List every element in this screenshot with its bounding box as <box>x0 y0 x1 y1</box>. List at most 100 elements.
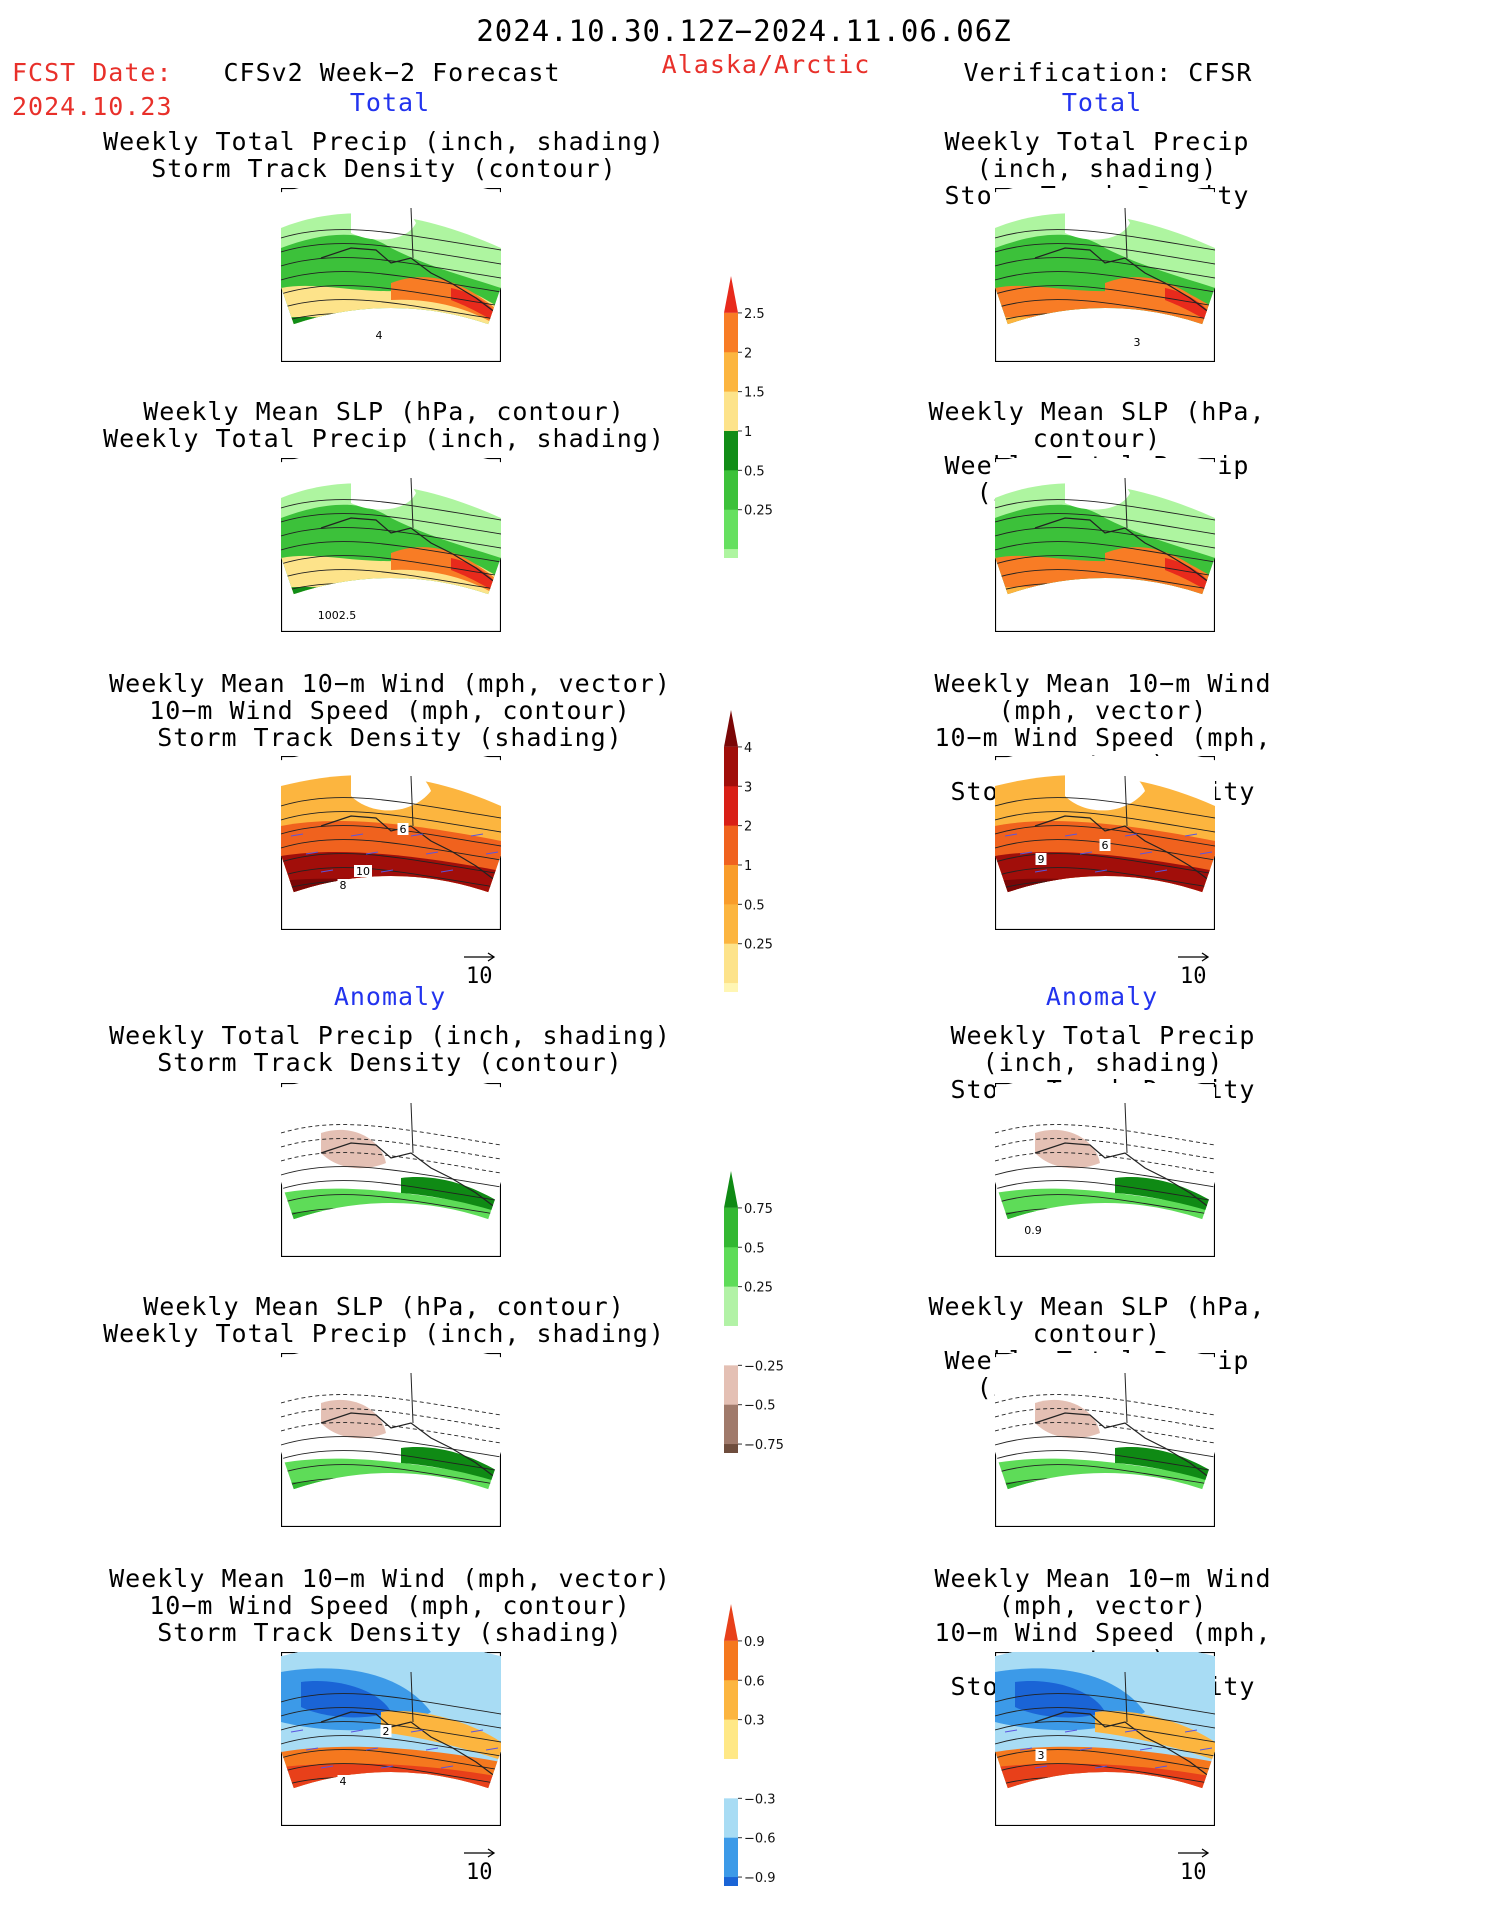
wind-vector <box>1019 851 1033 855</box>
colorbar-precip-anomaly: 0.75 0.5 0.25 −0.25 −0.5 −0.75 <box>724 1171 784 1453</box>
contour-label: 6 <box>1102 839 1109 852</box>
contour-line <box>281 1408 501 1430</box>
contour-line <box>281 1450 501 1472</box>
contour-line <box>995 541 1215 563</box>
colorbar-tick-label: 1 <box>744 425 752 440</box>
contour-line <box>281 1138 501 1160</box>
wind-vector <box>1079 1747 1093 1751</box>
coastline <box>1034 247 1211 314</box>
model-label: CFSv2 Week−2 Forecast <box>223 58 561 87</box>
wind-vector <box>410 833 424 837</box>
shading-band <box>1095 1711 1215 1760</box>
panel-title-line: Weekly Mean SLP (hPa, contour) <box>143 397 625 426</box>
wind-vector <box>1064 1729 1078 1733</box>
colorbar-tick-label: 0.5 <box>744 1241 765 1256</box>
contour-line <box>995 1394 1215 1416</box>
colorbar-tick-label: 0.75 <box>744 1202 773 1217</box>
contour-line <box>995 1124 1215 1146</box>
contour-line <box>995 243 1215 265</box>
map-vf-precip-storm-anom: 0.9 <box>995 1083 1215 1257</box>
border-line <box>1124 207 1128 259</box>
colorbar-segment <box>724 1837 738 1878</box>
map-fc-precip-storm-anom <box>281 1083 501 1257</box>
map-domain <box>281 188 501 325</box>
panel-title-line: Weekly Mean 10−m Wind (mph, vector) <box>934 669 1272 725</box>
wind-vector <box>350 1729 364 1733</box>
contour-line <box>281 853 501 875</box>
colorbar-segment <box>724 1604 738 1641</box>
colorbar-segment <box>724 276 738 313</box>
contour-line <box>995 1450 1215 1472</box>
contour-line <box>281 867 501 889</box>
wind-vector <box>1094 1765 1108 1769</box>
contour-label: 8 <box>340 879 347 892</box>
colorbar-segment <box>724 430 738 471</box>
colorbar-storm-total: 4 3 2 1 0.5 0.25 <box>724 710 773 992</box>
contour-line <box>995 867 1215 889</box>
coastline <box>320 1142 497 1209</box>
contour-line <box>281 1693 501 1715</box>
colorbar-tick-label: 0.5 <box>744 464 765 479</box>
vector-reference-arrow <box>464 952 496 962</box>
contour-line <box>281 1152 501 1174</box>
contour-line <box>995 853 1215 875</box>
contour-line <box>281 839 501 861</box>
colorbar-tick-label: 0.25 <box>744 1281 773 1296</box>
map-fc-slp-precip-total: 1002.5 <box>281 458 501 632</box>
contour-label-box <box>1099 839 1111 851</box>
map-vf-slp-precip-anom <box>995 1353 1215 1527</box>
wind-vector <box>1184 833 1198 837</box>
panel-title-line: Weekly Mean SLP (hPa, contour) <box>143 1292 625 1321</box>
shading-band <box>451 288 501 325</box>
panel-title-fc-precip-storm-total: Weekly Total Precip (inch, shading) Stor… <box>103 128 665 182</box>
panel-title-fc-slp-precip-anom: Weekly Mean SLP (hPa, contour) Weekly To… <box>103 1293 665 1347</box>
colorbar-segment <box>724 1758 738 1799</box>
colorbar-segment <box>724 1680 738 1721</box>
border-line <box>410 207 414 259</box>
contour-line <box>281 541 501 563</box>
contour-line <box>995 797 1215 819</box>
colorbar-segment <box>724 1207 738 1248</box>
contour-line <box>995 1464 1215 1486</box>
colorbar-tick-label: 2 <box>744 820 752 835</box>
colorbar-precip-total: 2.5 2 1.5 1 0.5 0.25 <box>724 276 773 558</box>
colorbar-segment <box>724 1286 738 1327</box>
panel-title-line: Weekly Mean SLP (hPa, contour) <box>928 1292 1266 1348</box>
contour-line <box>995 1436 1215 1458</box>
colorbar-tick-label: 0.25 <box>744 504 773 519</box>
wind-vector <box>320 869 334 873</box>
border-line <box>1124 1671 1128 1723</box>
map-domain <box>995 1083 1215 1220</box>
vector-reference-label: 10 <box>466 1860 493 1885</box>
contour-line <box>281 569 501 591</box>
contour-line <box>995 499 1215 521</box>
wind-vector <box>470 833 484 837</box>
contour-label-box <box>1035 1749 1047 1761</box>
contour-label: 1002.5 <box>318 609 357 622</box>
vector-reference-label: 10 <box>466 964 493 989</box>
contour-line <box>995 1408 1215 1430</box>
panel-title-line: Weekly Total Precip (inch, shading) <box>950 1021 1256 1077</box>
colorbar-tick-label: −0.9 <box>744 1871 776 1886</box>
contour-line <box>281 299 501 321</box>
contour-line <box>281 243 501 265</box>
colorbar-segment <box>724 710 738 747</box>
wind-vector <box>290 1729 304 1733</box>
wind-vector <box>1094 869 1108 873</box>
contour-line <box>995 1138 1215 1160</box>
wind-vector <box>425 1747 439 1751</box>
panel-title-line: 10−m Wind Speed (mph, contour) <box>149 696 631 725</box>
panel-title-line: Weekly Mean SLP (hPa, contour) <box>928 397 1266 453</box>
colorbar-segment <box>724 825 738 866</box>
contour-line <box>281 1749 501 1771</box>
wind-vector <box>1154 869 1168 873</box>
contour-line <box>995 1721 1215 1743</box>
border-line <box>410 775 414 827</box>
colorbar-segment <box>724 904 738 945</box>
colorbar-segment <box>724 1247 738 1288</box>
wind-vector <box>485 851 499 855</box>
map-fc-wind-storm-anom: 24 <box>281 1652 501 1826</box>
contour-line <box>281 1735 501 1757</box>
wind-vector <box>1139 851 1153 855</box>
shading-band <box>451 558 501 595</box>
